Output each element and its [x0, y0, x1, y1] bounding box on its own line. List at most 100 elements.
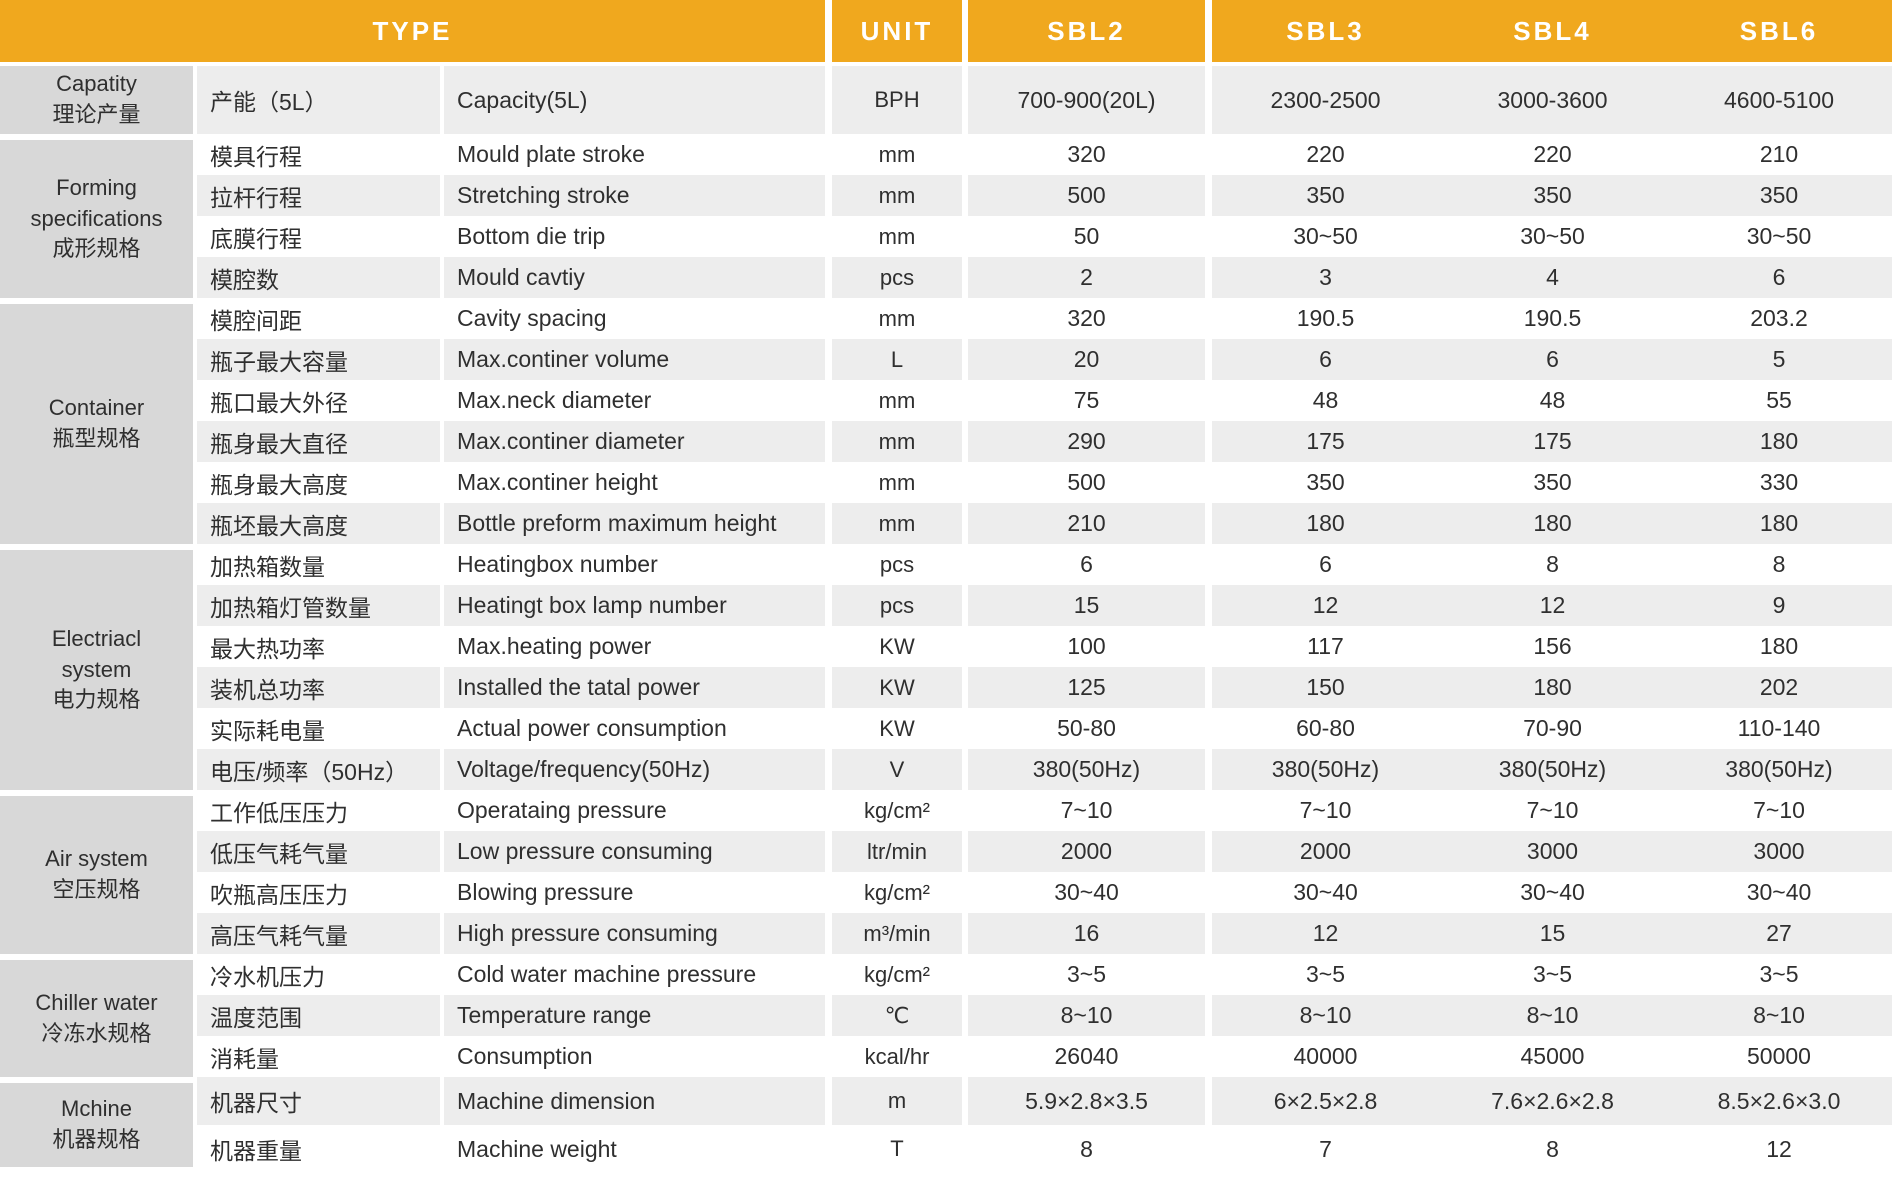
- spec-unit: BPH: [825, 66, 962, 134]
- spec-value-sbl6: 27: [1666, 913, 1892, 954]
- group-label-en: Mchine: [61, 1096, 132, 1122]
- spec-unit: ℃: [825, 995, 962, 1036]
- spec-value-sbl4: 380(50Hz): [1439, 749, 1666, 790]
- table-row: 装机总功率 Installed the tatal power KW 125 1…: [0, 667, 1892, 708]
- spec-value-sbl6: 8~10: [1666, 995, 1892, 1036]
- spec-name-cn: 消耗量: [193, 1036, 440, 1077]
- group-label-en: Air system: [45, 846, 148, 872]
- table-row: 拉杆行程 Stretching stroke mm 500 350 350 35…: [0, 175, 1892, 216]
- spec-value-sbl2: 8: [962, 1125, 1205, 1173]
- spec-value-sbl2: 700-900(20L): [962, 66, 1205, 134]
- table-row: 吹瓶高压压力 Blowing pressure kg/cm² 30~40 30~…: [0, 872, 1892, 913]
- spec-value-sbl2: 290: [962, 421, 1205, 462]
- spec-value-sbl4: 8: [1439, 544, 1666, 585]
- group-machine: Mchine 机器规格: [0, 1077, 193, 1173]
- spec-value-sbl6: 330: [1666, 462, 1892, 503]
- spec-value-sbl2: 26040: [962, 1036, 1205, 1077]
- spec-name-en: Actual power consumption: [440, 708, 825, 749]
- spec-value-sbl4: 180: [1439, 667, 1666, 708]
- spec-value-sbl2: 15: [962, 585, 1205, 626]
- spec-value-sbl4: 4: [1439, 257, 1666, 298]
- spec-unit: mm: [825, 134, 962, 175]
- table-row: 低压气耗气量 Low pressure consuming ltr/min 20…: [0, 831, 1892, 872]
- spec-value-sbl3: 3~5: [1205, 954, 1439, 995]
- table-row: 瓶口最大外径 Max.neck diameter mm 75 48 48 55: [0, 380, 1892, 421]
- spec-name-cn: 最大热功率: [193, 626, 440, 667]
- spec-value-sbl4: 175: [1439, 421, 1666, 462]
- spec-value-sbl2: 500: [962, 462, 1205, 503]
- spec-value-sbl6: 203.2: [1666, 298, 1892, 339]
- spec-name-en: Mould cavtiy: [440, 257, 825, 298]
- spec-value-sbl3: 48: [1205, 380, 1439, 421]
- spec-unit: T: [825, 1125, 962, 1173]
- spec-value-sbl2: 100: [962, 626, 1205, 667]
- table-row: Capatity 理论产量 产能（5L） Capacity(5L) BPH 70…: [0, 66, 1892, 134]
- spec-unit: m³/min: [825, 913, 962, 954]
- group-label-cn: 空压规格: [52, 877, 141, 902]
- group-label-en: Container: [48, 395, 145, 421]
- group-label-cn: 理论产量: [52, 102, 141, 127]
- spec-table: TYPE UNIT SBL2 SBL3 SBL4 SBL6 Capatity 理…: [0, 0, 1892, 1173]
- group-label-cn: 机器规格: [52, 1127, 141, 1152]
- spec-value-sbl6: 180: [1666, 503, 1892, 544]
- spec-value-sbl4: 30~50: [1439, 216, 1666, 257]
- spec-value-sbl3: 180: [1205, 503, 1439, 544]
- spec-name-cn: 冷水机压力: [193, 954, 440, 995]
- table-row: 瓶身最大高度 Max.continer height mm 500 350 35…: [0, 462, 1892, 503]
- spec-value-sbl2: 125: [962, 667, 1205, 708]
- spec-value-sbl6: 3~5: [1666, 954, 1892, 995]
- spec-value-sbl2: 8~10: [962, 995, 1205, 1036]
- table-row: 高压气耗气量 High pressure consuming m³/min 16…: [0, 913, 1892, 954]
- header-model-sbl2: SBL2: [962, 0, 1205, 66]
- table-row: 电压/频率（50Hz） Voltage/frequency(50Hz) V 38…: [0, 749, 1892, 790]
- table-row: Forming specifications 成形规格 模具行程 Mould p…: [0, 134, 1892, 298]
- spec-value-sbl2: 380(50Hz): [962, 749, 1205, 790]
- spec-value-sbl3: 3: [1205, 257, 1439, 298]
- table-row: 温度范围 Temperature range ℃ 8~10 8~10 8~10 …: [0, 995, 1892, 1036]
- table-row: 最大热功率 Max.heating power KW 100 117 156 1…: [0, 626, 1892, 667]
- spec-value-sbl6: 7~10: [1666, 790, 1892, 831]
- spec-unit: kg/cm²: [825, 872, 962, 913]
- spec-value-sbl6: 380(50Hz): [1666, 749, 1892, 790]
- spec-value-sbl4: 70-90: [1439, 708, 1666, 749]
- spec-name-en: Max.continer diameter: [440, 421, 825, 462]
- spec-value-sbl3: 8~10: [1205, 995, 1439, 1036]
- spec-value-sbl3: 12: [1205, 913, 1439, 954]
- spec-unit: pcs: [825, 585, 962, 626]
- spec-name-cn: 瓶身最大直径: [193, 421, 440, 462]
- spec-value-sbl3: 12: [1205, 585, 1439, 626]
- header-row: TYPE UNIT SBL2 SBL3 SBL4 SBL6: [0, 0, 1892, 66]
- spec-value-sbl4: 350: [1439, 175, 1666, 216]
- spec-name-en: Stretching stroke: [440, 175, 825, 216]
- spec-value-sbl3: 6: [1205, 544, 1439, 585]
- spec-name-en: Blowing pressure: [440, 872, 825, 913]
- spec-name-en: Capacity(5L): [440, 66, 825, 134]
- spec-unit: L: [825, 339, 962, 380]
- spec-name-cn: 模腔数: [193, 257, 440, 298]
- spec-value-sbl4: 7.6×2.6×2.8: [1439, 1077, 1666, 1125]
- spec-value-sbl2: 7~10: [962, 790, 1205, 831]
- spec-value-sbl6: 180: [1666, 421, 1892, 462]
- group-label-cn: 成形规格: [52, 236, 141, 262]
- spec-name-cn: 模腔间距: [193, 298, 440, 339]
- spec-value-sbl3: 40000: [1205, 1036, 1439, 1077]
- spec-value-sbl3: 190.5: [1205, 298, 1439, 339]
- spec-value-sbl6: 30~50: [1666, 216, 1892, 257]
- spec-name-cn: 装机总功率: [193, 667, 440, 708]
- spec-name-cn: 加热箱数量: [193, 544, 440, 585]
- spec-name-en: Max.continer volume: [440, 339, 825, 380]
- table-row: 加热箱灯管数量 Heatingt box lamp number pcs 15 …: [0, 585, 1892, 626]
- spec-name-cn: 温度范围: [193, 995, 440, 1036]
- spec-name-en: Mould plate stroke: [440, 134, 825, 175]
- spec-name-cn: 瓶坯最大高度: [193, 503, 440, 544]
- spec-unit: KW: [825, 626, 962, 667]
- spec-value-sbl2: 320: [962, 298, 1205, 339]
- spec-unit: mm: [825, 216, 962, 257]
- spec-value-sbl3: 6×2.5×2.8: [1205, 1077, 1439, 1125]
- spec-value-sbl2: 2000: [962, 831, 1205, 872]
- spec-value-sbl4: 45000: [1439, 1036, 1666, 1077]
- spec-value-sbl3: 2300-2500: [1205, 66, 1439, 134]
- spec-value-sbl2: 50: [962, 216, 1205, 257]
- table-row: 消耗量 Consumption kcal/hr 26040 40000 4500…: [0, 1036, 1892, 1077]
- spec-unit: mm: [825, 462, 962, 503]
